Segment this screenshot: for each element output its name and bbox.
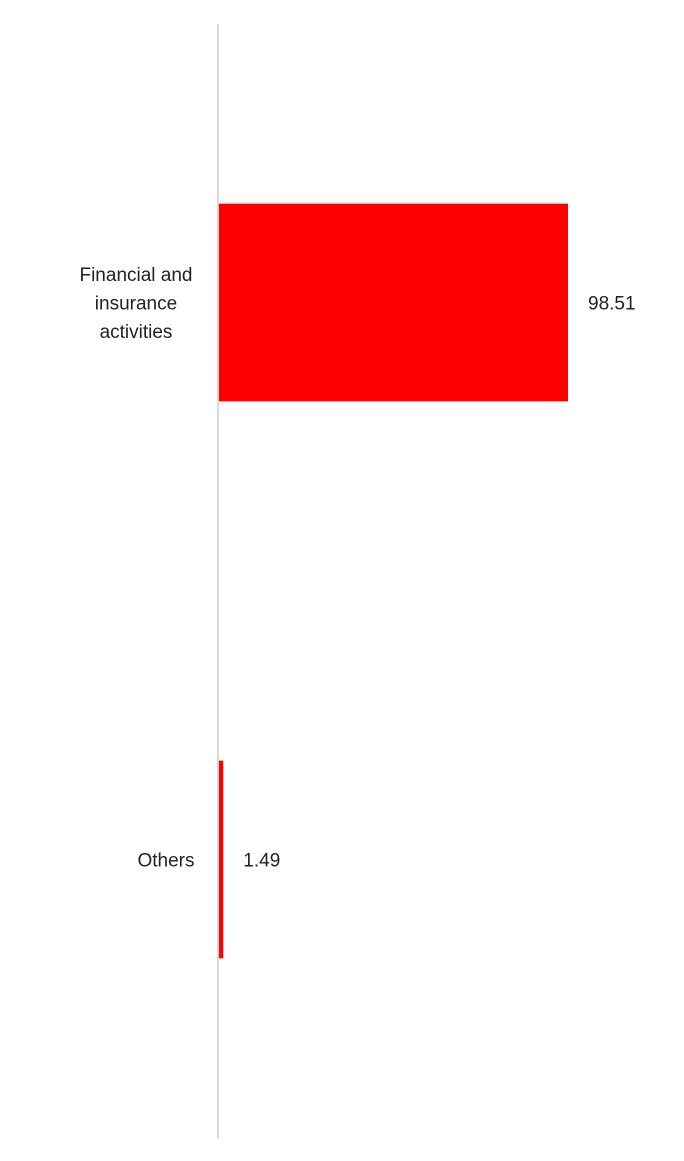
bar-0 <box>218 203 568 402</box>
category-label-line: Financial and <box>79 265 192 286</box>
category-label-line: Others <box>137 851 194 872</box>
category-label-1: Others <box>137 851 194 872</box>
labels-layer: 98.51 Financial and insurance activities 1.4… <box>79 265 635 872</box>
category-label-line: insurance <box>95 294 177 315</box>
bars-layer <box>218 203 568 959</box>
category-label-0: Financial and insurance activities <box>79 265 192 343</box>
value-label-1: 1.49 <box>243 851 280 872</box>
value-label-0: 98.51 <box>588 294 636 315</box>
bar-1 <box>218 760 224 959</box>
category-label-line: activities <box>100 322 173 343</box>
